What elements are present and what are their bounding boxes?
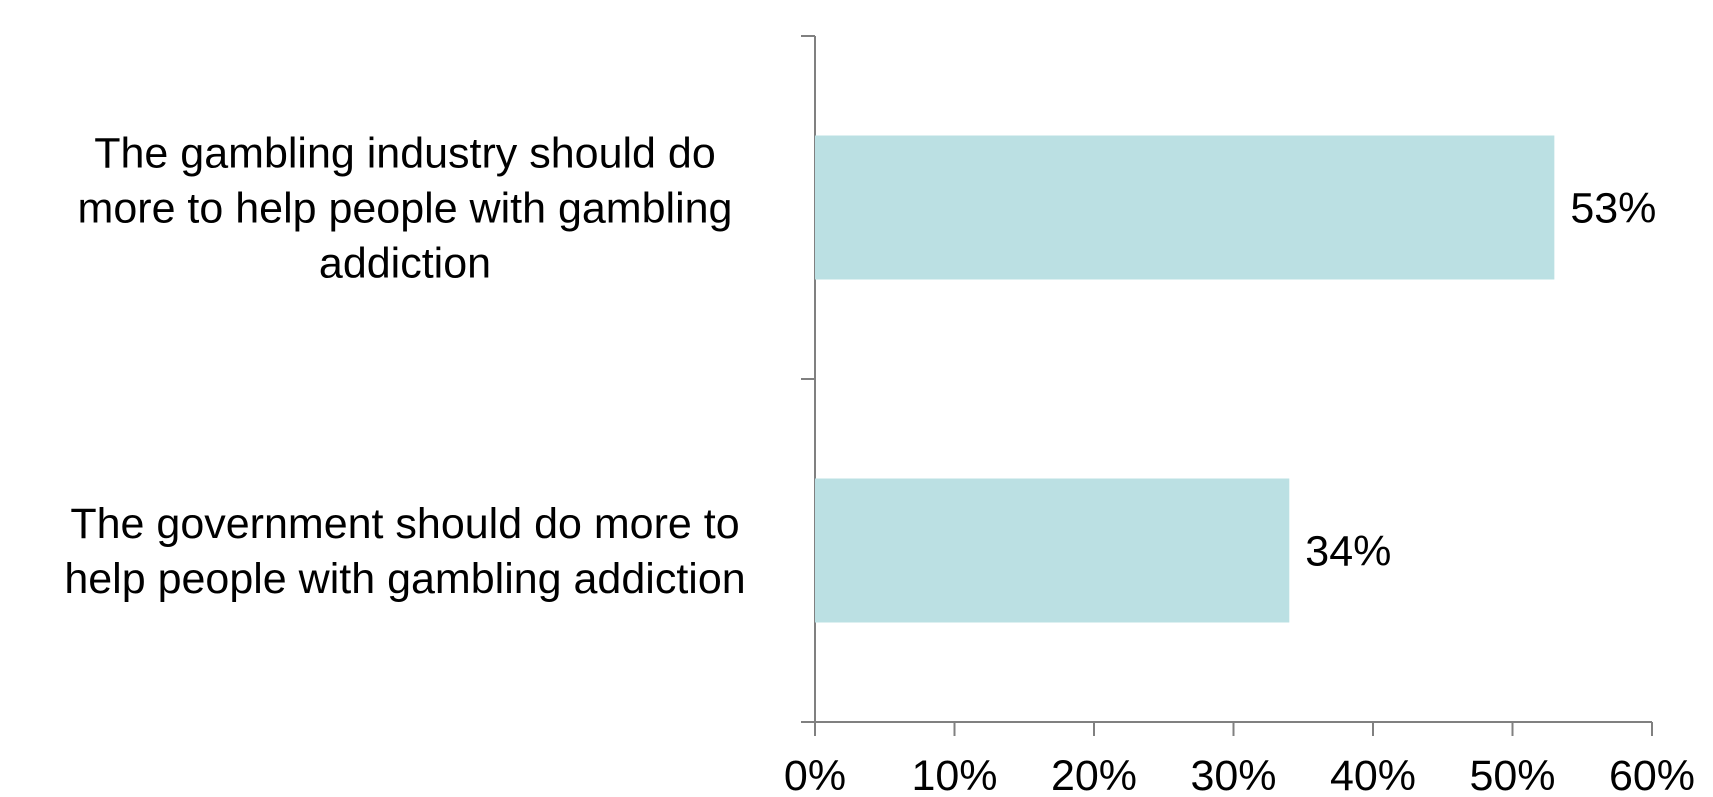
x-tick-label: 30% xyxy=(1190,752,1276,797)
category-label-line: more to help people with gambling xyxy=(78,185,733,233)
value-labels: 53% 34% xyxy=(1305,185,1656,576)
bar xyxy=(815,135,1555,280)
category-label: The government should do more to help peo… xyxy=(64,500,745,603)
x-tick-label: 10% xyxy=(911,752,997,797)
bar xyxy=(815,478,1290,623)
chart-bars xyxy=(815,135,1555,623)
x-tick-label: 50% xyxy=(1469,752,1555,797)
category-label-line: addiction xyxy=(319,240,491,288)
category-label-line: The gambling industry should do xyxy=(94,130,715,178)
category-labels: The gambling industry should do more to h… xyxy=(64,130,745,604)
x-tick-label: 60% xyxy=(1609,752,1695,797)
category-label: The gambling industry should do more to h… xyxy=(78,130,733,288)
bar-value-label: 34% xyxy=(1305,528,1391,576)
x-tick-label: 0% xyxy=(784,752,846,797)
x-tick-label: 20% xyxy=(1051,752,1137,797)
category-label-line: help people with gambling addiction xyxy=(64,555,745,603)
category-label-line: The government should do more to xyxy=(70,500,739,548)
x-tick-label: 40% xyxy=(1330,752,1416,797)
bar-value-label: 53% xyxy=(1570,185,1656,233)
x-tick-labels: 0% 10% 20% 30% 40% 50% 60% xyxy=(784,752,1695,797)
